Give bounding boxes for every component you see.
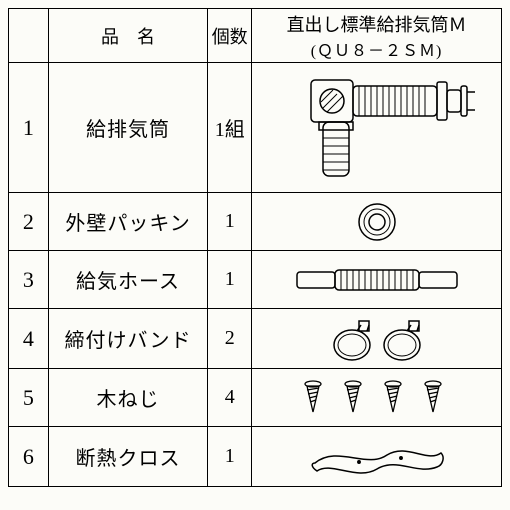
air-hose-icon	[287, 260, 467, 300]
header-row: 品 名 個数 直出し標準給排気筒Ｍ (ＱＵ８－２ＳＭ)	[9, 9, 502, 63]
header-image-line1: 直出し標準給排気筒Ｍ	[287, 15, 467, 35]
row-no: 3	[9, 251, 49, 309]
row-no: 5	[9, 369, 49, 427]
wood-screw-icon	[277, 376, 477, 420]
row-name: 断熱クロス	[48, 427, 207, 487]
wall-packing-ring-icon	[347, 197, 407, 247]
row-qty: 1	[208, 427, 252, 487]
header-image-line2: (ＱＵ８－２ＳＭ)	[252, 37, 501, 61]
table-row: 2 外壁パッキン 1	[9, 193, 502, 251]
row-no: 4	[9, 309, 49, 369]
exhaust-pipe-assembly-icon	[267, 68, 487, 188]
clamp-band-icon	[307, 313, 447, 365]
table-row: 5 木ねじ 4	[9, 369, 502, 427]
parts-table: 品 名 個数 直出し標準給排気筒Ｍ (ＱＵ８－２ＳＭ) 1 給排気筒 1組	[8, 8, 502, 487]
row-image	[252, 251, 502, 309]
header-qty: 個数	[208, 9, 252, 63]
header-no	[9, 9, 49, 63]
row-no: 6	[9, 427, 49, 487]
header-image: 直出し標準給排気筒Ｍ (ＱＵ８－２ＳＭ)	[252, 9, 502, 63]
row-no: 2	[9, 193, 49, 251]
table-row: 6 断熱クロス 1	[9, 427, 502, 487]
row-no: 1	[9, 63, 49, 193]
row-image	[252, 193, 502, 251]
header-name: 品 名	[48, 9, 207, 63]
row-name: 給排気筒	[48, 63, 207, 193]
row-name: 木ねじ	[48, 369, 207, 427]
table-row: 3 給気ホース 1	[9, 251, 502, 309]
row-qty: 1	[208, 193, 252, 251]
row-image	[252, 63, 502, 193]
row-qty: 1組	[208, 63, 252, 193]
row-name: 外壁パッキン	[48, 193, 207, 251]
row-qty: 1	[208, 251, 252, 309]
row-name: 締付けバンド	[48, 309, 207, 369]
table-row: 1 給排気筒 1組	[9, 63, 502, 193]
insulation-cloth-icon	[297, 435, 457, 479]
row-image	[252, 427, 502, 487]
row-qty: 2	[208, 309, 252, 369]
table-row: 4 締付けバンド 2	[9, 309, 502, 369]
row-image	[252, 369, 502, 427]
row-name: 給気ホース	[48, 251, 207, 309]
row-qty: 4	[208, 369, 252, 427]
row-image	[252, 309, 502, 369]
